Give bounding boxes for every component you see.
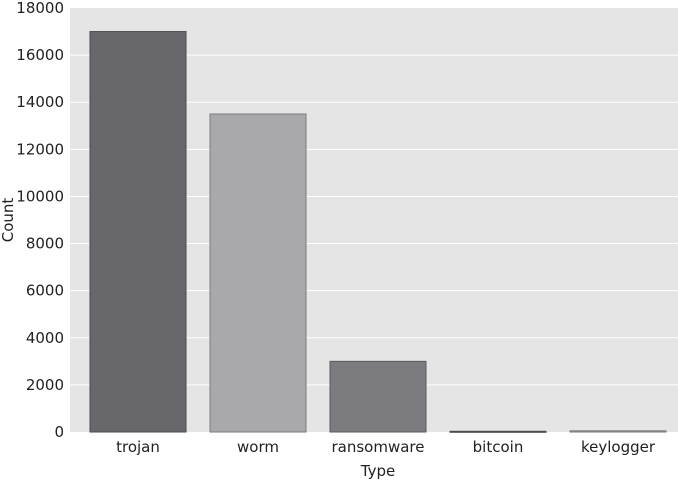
- bars-group: [89, 31, 667, 433]
- y-tick-label: 8000: [26, 235, 64, 253]
- bar-keylogger: [569, 430, 667, 433]
- bar-trojan: [89, 31, 187, 433]
- x-tick-labels: trojan worm ransomware bitcoin keylogger: [116, 438, 656, 456]
- y-tick-label: 0: [54, 423, 64, 441]
- y-tick-label: 12000: [16, 140, 64, 158]
- y-tick-label: 14000: [16, 93, 64, 111]
- x-tick-label-keylogger: keylogger: [581, 438, 656, 456]
- x-tick-label-trojan: trojan: [116, 438, 160, 456]
- y-tick-labels: 0 2000 4000 6000 8000 10000 12000 14000 16000 180…: [16, 0, 64, 441]
- y-tick-label: 18000: [16, 0, 64, 17]
- bar-worm: [209, 113, 307, 433]
- y-tick-label: 4000: [26, 329, 64, 347]
- y-tick-label: 10000: [16, 187, 64, 205]
- x-tick-label-ransomware: ransomware: [332, 438, 425, 456]
- x-tick-label-worm: worm: [237, 438, 279, 456]
- bar-ransomware: [329, 360, 427, 433]
- y-tick-label: 16000: [16, 46, 64, 64]
- x-axis-title: Type: [360, 462, 395, 480]
- y-tick-label: 2000: [26, 376, 64, 394]
- bar-bitcoin: [449, 430, 547, 433]
- y-axis-title: Count: [0, 198, 17, 243]
- x-tick-label-bitcoin: bitcoin: [473, 438, 524, 456]
- y-tick-label: 6000: [26, 282, 64, 300]
